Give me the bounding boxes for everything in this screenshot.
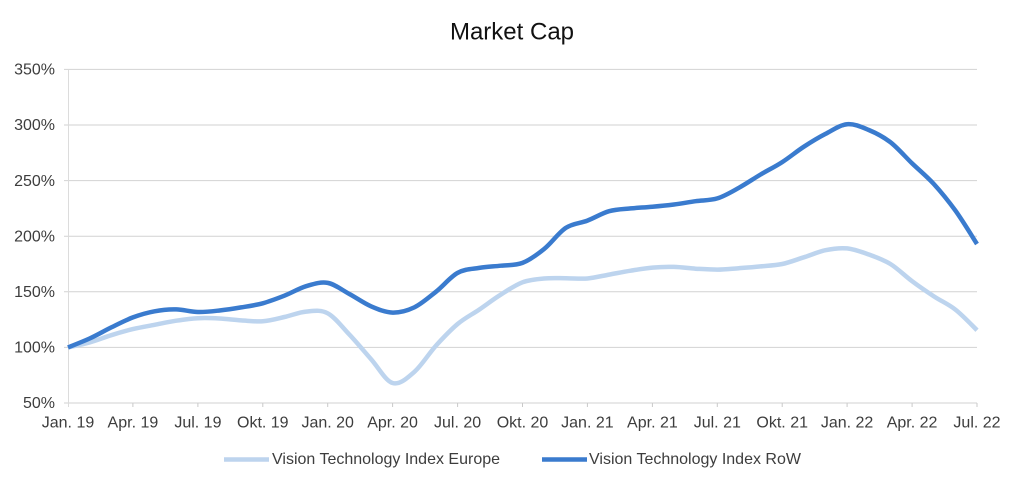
svg-text:100%: 100% (14, 340, 55, 357)
svg-text:Okt. 21: Okt. 21 (756, 415, 808, 432)
svg-text:Jul. 22: Jul. 22 (953, 415, 1000, 432)
svg-text:Vision Technology Index RoW: Vision Technology Index RoW (589, 451, 802, 468)
svg-text:Jul. 19: Jul. 19 (174, 415, 221, 432)
svg-text:Jan. 19: Jan. 19 (42, 415, 95, 432)
svg-text:Apr. 20: Apr. 20 (367, 415, 418, 432)
svg-text:250%: 250% (14, 173, 55, 190)
svg-text:Jan. 21: Jan. 21 (561, 415, 614, 432)
svg-text:200%: 200% (14, 228, 55, 245)
svg-text:Vision Technology Index Europe: Vision Technology Index Europe (272, 451, 500, 468)
svg-text:300%: 300% (14, 117, 55, 134)
svg-text:Jul. 20: Jul. 20 (434, 415, 481, 432)
svg-text:350%: 350% (14, 62, 55, 79)
svg-text:Apr. 22: Apr. 22 (887, 415, 938, 432)
svg-text:Jan. 20: Jan. 20 (301, 415, 354, 432)
svg-text:Jan. 22: Jan. 22 (821, 415, 874, 432)
svg-text:Apr. 19: Apr. 19 (108, 415, 159, 432)
svg-text:Market Cap: Market Cap (450, 19, 574, 46)
svg-text:Okt. 20: Okt. 20 (497, 415, 549, 432)
svg-text:Okt. 19: Okt. 19 (237, 415, 289, 432)
svg-text:50%: 50% (23, 395, 55, 412)
svg-text:Jul. 21: Jul. 21 (694, 415, 741, 432)
svg-text:Apr. 21: Apr. 21 (627, 415, 678, 432)
svg-text:150%: 150% (14, 284, 55, 301)
